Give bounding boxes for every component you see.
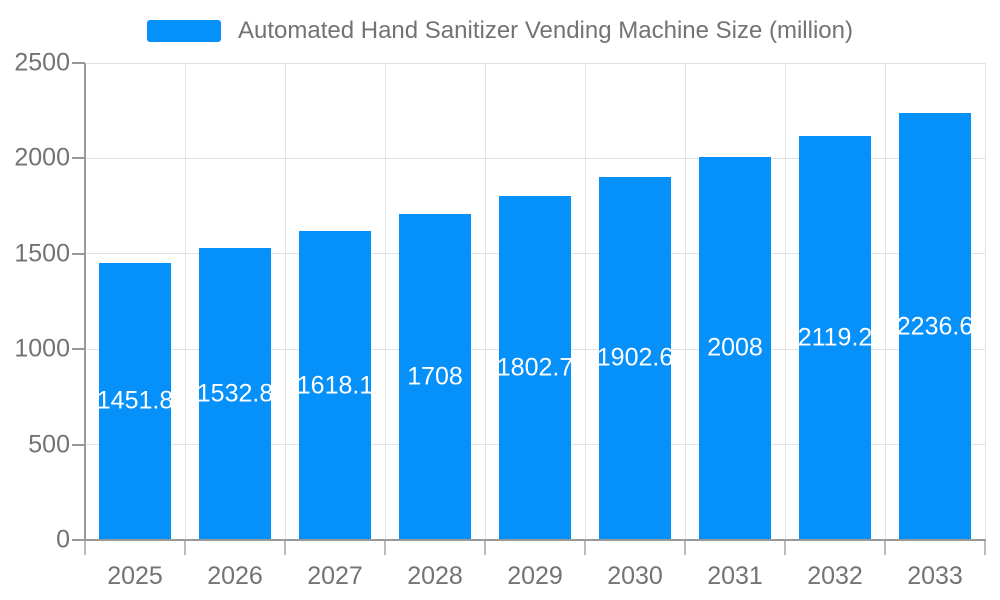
x-axis-tick bbox=[184, 540, 186, 555]
y-axis-tick-label: 1500 bbox=[14, 239, 70, 268]
grid-line-vertical bbox=[784, 63, 786, 540]
grid-line-horizontal bbox=[85, 62, 985, 64]
grid-line-horizontal bbox=[85, 157, 985, 159]
x-axis-tick-label: 2029 bbox=[507, 562, 563, 590]
grid-line-vertical bbox=[484, 63, 486, 540]
y-axis-tick bbox=[72, 348, 85, 351]
grid-line-vertical bbox=[884, 63, 886, 540]
y-axis-tick bbox=[72, 62, 85, 64]
bar[interactable] bbox=[599, 176, 671, 540]
grid-line-vertical bbox=[384, 63, 386, 540]
bar[interactable] bbox=[399, 214, 471, 540]
x-axis-tick-label: 2030 bbox=[607, 562, 663, 590]
grid-line-vertical bbox=[684, 63, 686, 540]
y-axis-tick bbox=[72, 157, 85, 160]
bar[interactable] bbox=[499, 196, 571, 540]
x-axis-tick bbox=[84, 540, 86, 555]
bar[interactable] bbox=[699, 156, 771, 540]
bar-value-label: 1802.7 bbox=[496, 353, 574, 382]
grid-line-vertical bbox=[184, 63, 186, 540]
grid-line-vertical bbox=[584, 63, 586, 540]
x-axis-tick-label: 2027 bbox=[307, 562, 363, 590]
grid-line-vertical bbox=[284, 63, 286, 540]
bar[interactable] bbox=[799, 135, 871, 540]
bar-value-label: 1902.6 bbox=[596, 343, 674, 372]
legend-label: Automated Hand Sanitizer Vending Machine… bbox=[238, 17, 853, 44]
y-axis-tick-label: 0 bbox=[56, 525, 70, 554]
y-axis-tick-label: 1000 bbox=[14, 334, 70, 363]
bar-value-label: 1532.8 bbox=[196, 379, 274, 408]
bar-value-label: 2119.2 bbox=[797, 323, 873, 352]
x-axis-tick bbox=[484, 540, 486, 555]
x-axis-tick-label: 2026 bbox=[207, 562, 263, 590]
x-axis-tick-label: 2028 bbox=[407, 562, 463, 590]
x-axis-line bbox=[84, 539, 986, 541]
bar[interactable] bbox=[99, 262, 171, 540]
grid-line-vertical bbox=[984, 63, 986, 540]
x-axis-tick-label: 2031 bbox=[707, 562, 763, 590]
legend-swatch-icon bbox=[147, 20, 221, 42]
y-axis-tick-label: 2500 bbox=[14, 48, 70, 77]
bar-value-label: 1451.8 bbox=[96, 386, 174, 415]
y-axis-line bbox=[84, 63, 86, 540]
x-axis-tick bbox=[684, 540, 686, 555]
y-axis-tick bbox=[72, 539, 85, 541]
plot-area: 1451.8 1532.8 1618.1 1708 1802.7 1902.6 2008 21… bbox=[84, 62, 986, 541]
x-axis-tick-label: 2032 bbox=[807, 562, 863, 590]
x-axis-tick bbox=[884, 540, 886, 555]
y-axis-tick-label: 2000 bbox=[14, 143, 70, 172]
bar[interactable] bbox=[899, 113, 971, 540]
bar[interactable] bbox=[199, 247, 271, 540]
bar-value-label: 1708 bbox=[407, 362, 463, 391]
y-axis-tick-label: 500 bbox=[28, 430, 70, 459]
bar-value-label: 1618.1 bbox=[296, 371, 374, 400]
x-axis-tick-label: 2033 bbox=[907, 562, 963, 590]
y-axis-tick bbox=[72, 443, 85, 446]
bar-value-label: 2236.6 bbox=[896, 312, 974, 341]
x-axis-tick bbox=[384, 540, 386, 555]
x-axis-tick bbox=[584, 540, 586, 555]
bar[interactable] bbox=[299, 231, 371, 540]
x-axis-tick-label: 2025 bbox=[107, 562, 163, 590]
x-axis-tick bbox=[284, 540, 286, 555]
bar-value-label: 2008 bbox=[707, 333, 763, 362]
chart-legend[interactable]: Automated Hand Sanitizer Vending Machine… bbox=[0, 16, 1000, 46]
y-axis-tick bbox=[72, 252, 85, 255]
x-axis-tick bbox=[784, 540, 786, 555]
x-axis-tick bbox=[984, 540, 986, 555]
